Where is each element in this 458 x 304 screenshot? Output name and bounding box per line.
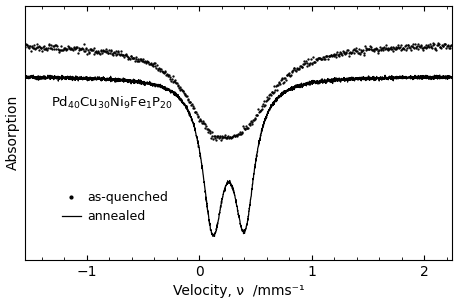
as-quenched bbox=[98, 48, 104, 52]
annealed bbox=[97, 76, 102, 80]
Text: Pd$_{40}$Cu$_{30}$Ni$_{9}$Fe$_{1}$P$_{20}$: Pd$_{40}$Cu$_{30}$Ni$_{9}$Fe$_{1}$P$_{20… bbox=[51, 95, 173, 112]
as-quenched bbox=[22, 45, 28, 49]
as-quenched bbox=[344, 48, 350, 52]
Line: as-quenched: as-quenched bbox=[24, 42, 453, 141]
as-quenched bbox=[215, 135, 221, 138]
as-quenched bbox=[430, 41, 436, 45]
annealed bbox=[450, 75, 455, 79]
annealed bbox=[212, 234, 217, 238]
as-quenched bbox=[308, 58, 314, 61]
Y-axis label: Absorption: Absorption bbox=[5, 95, 20, 171]
annealed bbox=[442, 74, 447, 78]
annealed bbox=[395, 76, 401, 80]
annealed bbox=[205, 207, 210, 211]
as-quenched bbox=[218, 139, 224, 142]
Legend: as-quenched, annealed: as-quenched, annealed bbox=[57, 186, 173, 228]
annealed bbox=[71, 77, 76, 81]
Line: annealed: annealed bbox=[25, 75, 453, 236]
as-quenched bbox=[132, 60, 137, 63]
as-quenched bbox=[449, 43, 455, 47]
X-axis label: Velocity, ν  /mms⁻¹: Velocity, ν /mms⁻¹ bbox=[173, 285, 305, 299]
as-quenched bbox=[275, 83, 280, 87]
annealed bbox=[22, 75, 28, 79]
annealed bbox=[437, 73, 442, 77]
annealed bbox=[186, 112, 192, 116]
